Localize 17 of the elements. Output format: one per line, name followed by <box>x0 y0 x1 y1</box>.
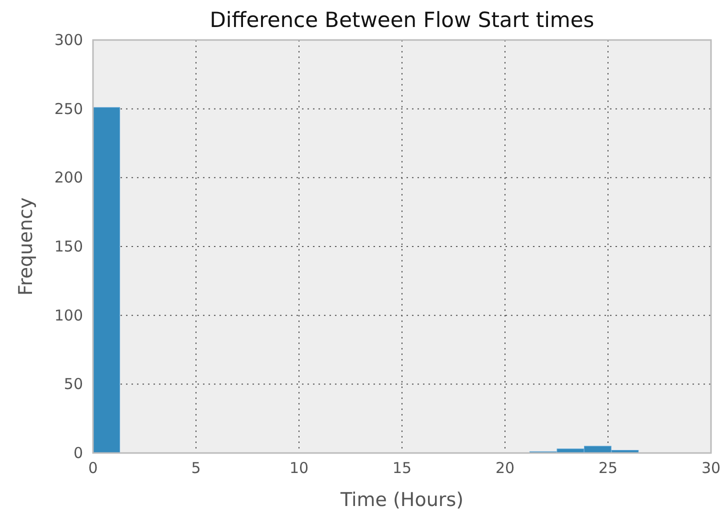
y-tick-label: 150 <box>54 238 83 256</box>
x-tick-label: 15 <box>392 459 412 477</box>
x-tick-label: 5 <box>191 459 201 477</box>
x-axis-title: Time (Hours) <box>339 489 464 511</box>
x-tick-label: 30 <box>701 459 721 477</box>
y-tick-label: 0 <box>73 444 83 462</box>
x-tick-label: 25 <box>598 459 618 477</box>
chart-title: Difference Between Flow Start times <box>210 8 594 32</box>
x-tick-label: 10 <box>289 459 309 477</box>
y-tick-label: 250 <box>54 100 83 118</box>
x-tick-label: 0 <box>88 459 98 477</box>
y-axis-title: Frequency <box>15 197 37 296</box>
y-tick-label: 100 <box>54 306 83 324</box>
y-tick-label: 300 <box>54 31 83 49</box>
x-tick-label: 20 <box>495 459 515 477</box>
y-tick-label: 50 <box>64 375 83 394</box>
y-tick-label: 200 <box>54 168 83 187</box>
